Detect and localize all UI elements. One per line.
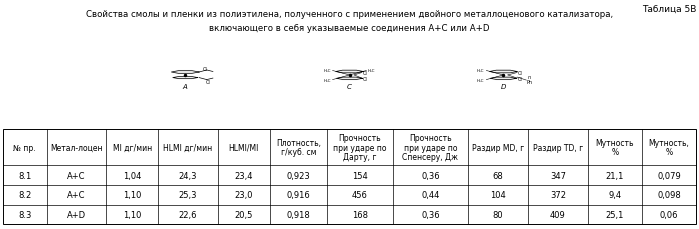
Text: А+С: А+С xyxy=(67,191,86,199)
Polygon shape xyxy=(171,71,199,74)
Text: HLMI/MI: HLMI/MI xyxy=(229,143,259,152)
Text: 0,36: 0,36 xyxy=(421,171,440,180)
Text: H₃C: H₃C xyxy=(324,78,331,82)
Text: 0,923: 0,923 xyxy=(287,171,310,180)
Text: H₃C: H₃C xyxy=(477,69,484,73)
Text: 0,918: 0,918 xyxy=(287,210,310,219)
Text: 8.1: 8.1 xyxy=(18,171,31,180)
Text: 8.3: 8.3 xyxy=(18,210,31,219)
Text: Прочность
при ударе по
Дарту, г: Прочность при ударе по Дарту, г xyxy=(333,133,387,162)
Text: Прочность
при ударе по
Спенсеру, Дж: Прочность при ударе по Спенсеру, Дж xyxy=(403,133,459,162)
Text: 9,4: 9,4 xyxy=(608,191,621,199)
Text: 1,04: 1,04 xyxy=(123,171,141,180)
Text: А: А xyxy=(183,83,187,89)
Polygon shape xyxy=(173,77,198,79)
Text: 24,3: 24,3 xyxy=(179,171,197,180)
Text: H₃C: H₃C xyxy=(368,69,375,73)
Text: 0,44: 0,44 xyxy=(421,191,440,199)
Text: H₃C: H₃C xyxy=(477,78,484,82)
Text: 68: 68 xyxy=(493,171,503,180)
Text: 372: 372 xyxy=(550,191,566,199)
Text: 0,36: 0,36 xyxy=(421,210,440,219)
Text: Cl: Cl xyxy=(518,70,523,75)
Text: включающего в себя указываемые соединения А+С или А+D: включающего в себя указываемые соединени… xyxy=(209,24,490,33)
Text: А+С: А+С xyxy=(67,171,86,180)
Text: Метал-лоцен: Метал-лоцен xyxy=(50,143,103,152)
Text: Мутность,
%: Мутность, % xyxy=(649,138,689,157)
Polygon shape xyxy=(336,78,363,80)
Text: Раздир MD, г: Раздир MD, г xyxy=(472,143,524,152)
Text: 80: 80 xyxy=(493,210,503,219)
Text: 456: 456 xyxy=(352,191,368,199)
Text: С: С xyxy=(347,84,352,90)
Polygon shape xyxy=(490,78,517,80)
Text: 154: 154 xyxy=(352,171,368,180)
Text: 0,916: 0,916 xyxy=(287,191,310,199)
Text: 22,6: 22,6 xyxy=(179,210,197,219)
Text: 0,079: 0,079 xyxy=(657,171,681,180)
Text: 25,3: 25,3 xyxy=(179,191,197,199)
Text: 104: 104 xyxy=(490,191,506,199)
Text: Cl: Cl xyxy=(363,70,367,75)
Text: Таблица 5В: Таблица 5В xyxy=(642,5,697,14)
Text: № пр.: № пр. xyxy=(13,143,36,152)
Text: H₃C: H₃C xyxy=(324,69,331,73)
Text: 347: 347 xyxy=(550,171,566,180)
Text: 23,0: 23,0 xyxy=(235,191,253,199)
Text: Cl: Cl xyxy=(203,67,208,72)
Text: D: D xyxy=(500,84,506,90)
Text: Cl: Cl xyxy=(518,77,523,82)
Text: Свойства смолы и пленки из полиэтилена, полученного с применением двойного метал: Свойства смолы и пленки из полиэтилена, … xyxy=(86,10,613,19)
Text: n: n xyxy=(528,75,531,80)
Text: Раздир TD, г: Раздир TD, г xyxy=(533,143,583,152)
Text: MI дг/мин: MI дг/мин xyxy=(113,143,152,152)
Text: 1,10: 1,10 xyxy=(123,210,141,219)
Text: 0,098: 0,098 xyxy=(657,191,681,199)
Text: 8.2: 8.2 xyxy=(18,191,31,199)
Text: А+D: А+D xyxy=(67,210,86,219)
Text: Плотность,
г/куб. см: Плотность, г/куб. см xyxy=(276,138,321,157)
Text: Мутность
%: Мутность % xyxy=(596,138,634,157)
Text: 0,06: 0,06 xyxy=(660,210,678,219)
Text: 21,1: 21,1 xyxy=(606,171,624,180)
Polygon shape xyxy=(489,71,517,74)
Text: 1,10: 1,10 xyxy=(123,191,141,199)
Text: 25,1: 25,1 xyxy=(606,210,624,219)
Text: 23,4: 23,4 xyxy=(235,171,253,180)
Text: Cl: Cl xyxy=(363,77,367,82)
Text: HLMI дг/мин: HLMI дг/мин xyxy=(164,143,212,152)
Polygon shape xyxy=(336,71,363,74)
Text: Cl: Cl xyxy=(206,79,210,84)
Text: Ph: Ph xyxy=(526,79,533,84)
Text: 409: 409 xyxy=(550,210,565,219)
Bar xyxy=(3,129,696,224)
Text: 20,5: 20,5 xyxy=(235,210,253,219)
Text: 168: 168 xyxy=(352,210,368,219)
